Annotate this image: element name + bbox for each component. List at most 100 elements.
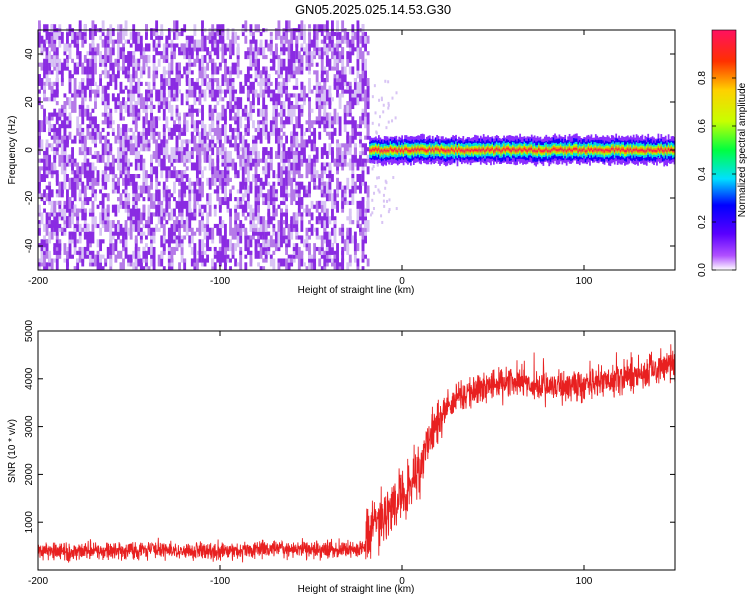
noise-cell (320, 246, 324, 252)
noise-cell (201, 170, 204, 179)
noise-cell (165, 239, 169, 244)
signal-cell (660, 147, 663, 150)
noise-cell (96, 254, 100, 263)
noise-cell (262, 154, 266, 159)
noise-cell (351, 35, 355, 44)
noise-cell (106, 158, 110, 167)
noise-cell (361, 51, 365, 56)
noise-cell (320, 89, 324, 102)
noise-cell (346, 81, 350, 86)
noise-cell (132, 143, 136, 152)
noise-cell (124, 162, 128, 167)
noise-cell (277, 93, 281, 102)
noise-cell (152, 254, 156, 263)
noise-cell (193, 204, 197, 209)
noise-cell (216, 47, 220, 60)
noise-cell (257, 81, 260, 86)
noise-cell (346, 239, 350, 252)
snr-ytick-label: 4000 (24, 367, 35, 390)
noise-cell (201, 223, 204, 232)
noise-cell (386, 199, 389, 203)
noise-cell (55, 31, 59, 40)
noise-cell (259, 177, 263, 186)
noise-cell (328, 216, 332, 225)
noise-cell (170, 227, 174, 236)
noise-cell (53, 89, 57, 98)
noise-cell (336, 246, 339, 259)
noise-cell (55, 139, 59, 144)
noise-cell (38, 262, 41, 267)
noise-cell (211, 170, 215, 182)
noise-cell (249, 158, 253, 171)
noise-cell (145, 235, 148, 240)
noise-cell (336, 93, 339, 98)
noise-cell (331, 243, 334, 248)
noise-cell (320, 235, 324, 248)
noise-cell (359, 150, 362, 156)
noise-cell (134, 101, 138, 106)
signal-cell (642, 150, 645, 152)
noise-cell (40, 62, 44, 67)
noise-cell (78, 174, 82, 179)
noise-cell (257, 108, 260, 117)
noise-cell (267, 208, 271, 217)
noise-cell (231, 135, 235, 140)
noise-cell (262, 120, 266, 125)
noise-cell (132, 250, 136, 259)
noise-cell (221, 78, 225, 83)
noise-cell (160, 200, 164, 206)
noise-cell (343, 154, 347, 167)
noise-cell (359, 177, 362, 190)
noise-cell (66, 135, 69, 144)
noise-cell (331, 39, 334, 48)
noise-cell (325, 58, 329, 63)
noise-cell (236, 120, 240, 133)
noise-cell (333, 258, 337, 271)
noise-cell (366, 35, 370, 44)
noise-cell (58, 243, 62, 252)
noise-cell (331, 193, 334, 206)
spectrogram-ytick-label: 20 (24, 96, 35, 108)
noise-cell (274, 70, 278, 75)
noise-cell (305, 266, 309, 271)
noise-cell (106, 139, 110, 152)
noise-cell (308, 51, 311, 56)
noise-cell (292, 246, 296, 252)
noise-cell (259, 266, 263, 271)
noise-cell (359, 74, 362, 79)
noise-cell (114, 74, 118, 86)
noise-cell (190, 216, 194, 221)
noise-cell (188, 108, 192, 113)
noise-cell (348, 227, 352, 232)
noise-cell (208, 81, 212, 90)
noise-cell (68, 212, 72, 225)
noise-cell (269, 193, 273, 206)
noise-cell (165, 35, 169, 44)
noise-cell (127, 170, 131, 179)
noise-cell (381, 220, 384, 224)
noise-cell (155, 189, 159, 202)
noise-cell (71, 254, 74, 259)
noise-cell (188, 235, 192, 244)
noise-cell (282, 200, 286, 206)
noise-cell (109, 112, 113, 121)
noise-cell (333, 220, 337, 225)
noise-cell (152, 246, 156, 255)
signal-cell (417, 148, 420, 150)
noise-cell (221, 197, 225, 202)
noise-cell (213, 43, 217, 56)
noise-cell (208, 227, 212, 232)
noise-cell (134, 135, 138, 148)
noise-cell (376, 163, 379, 167)
noise-cell (290, 93, 294, 98)
noise-cell (259, 243, 263, 248)
noise-cell (249, 235, 253, 240)
noise-cell (106, 43, 110, 56)
noise-cell (68, 197, 72, 206)
colorbar-gradient (712, 30, 736, 270)
noise-cell (53, 24, 57, 33)
noise-cell (175, 43, 179, 48)
noise-cell (269, 158, 273, 171)
noise-cell (188, 200, 192, 213)
noise-cell (234, 220, 238, 225)
